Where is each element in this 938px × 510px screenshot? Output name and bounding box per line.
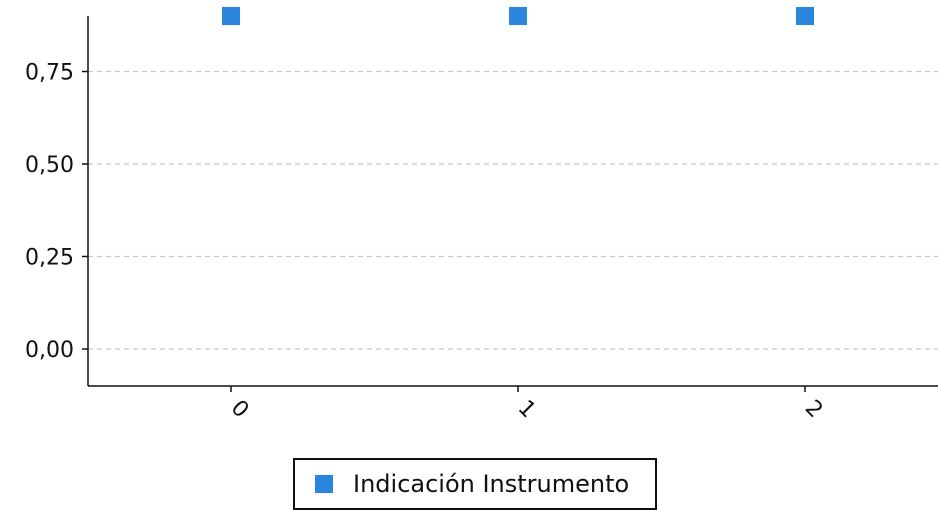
legend: Indicación Instrumento — [293, 458, 657, 510]
legend-swatch — [315, 475, 333, 493]
chart: 0,00 0,25 0,50 0,75 0 1 2 — [25, 7, 938, 424]
y-tick-label: 0,50 — [25, 153, 74, 178]
x-tick-label: 0 — [226, 396, 254, 424]
legend-label: Indicación Instrumento — [353, 470, 630, 498]
x-tick-label: 1 — [513, 396, 541, 424]
x-tick-label: 2 — [800, 396, 828, 424]
data-point — [222, 7, 240, 25]
grid-lines — [88, 70, 938, 350]
y-tick-label: 0,00 — [25, 338, 74, 363]
y-tick-label: 0,75 — [25, 61, 74, 86]
y-axis-ticks: 0,00 0,25 0,50 0,75 — [25, 61, 88, 363]
data-points — [222, 7, 814, 25]
data-point — [509, 7, 527, 25]
data-point — [796, 7, 814, 25]
y-tick-label: 0,25 — [25, 246, 74, 271]
x-axis-ticks: 0 1 2 — [226, 386, 828, 424]
